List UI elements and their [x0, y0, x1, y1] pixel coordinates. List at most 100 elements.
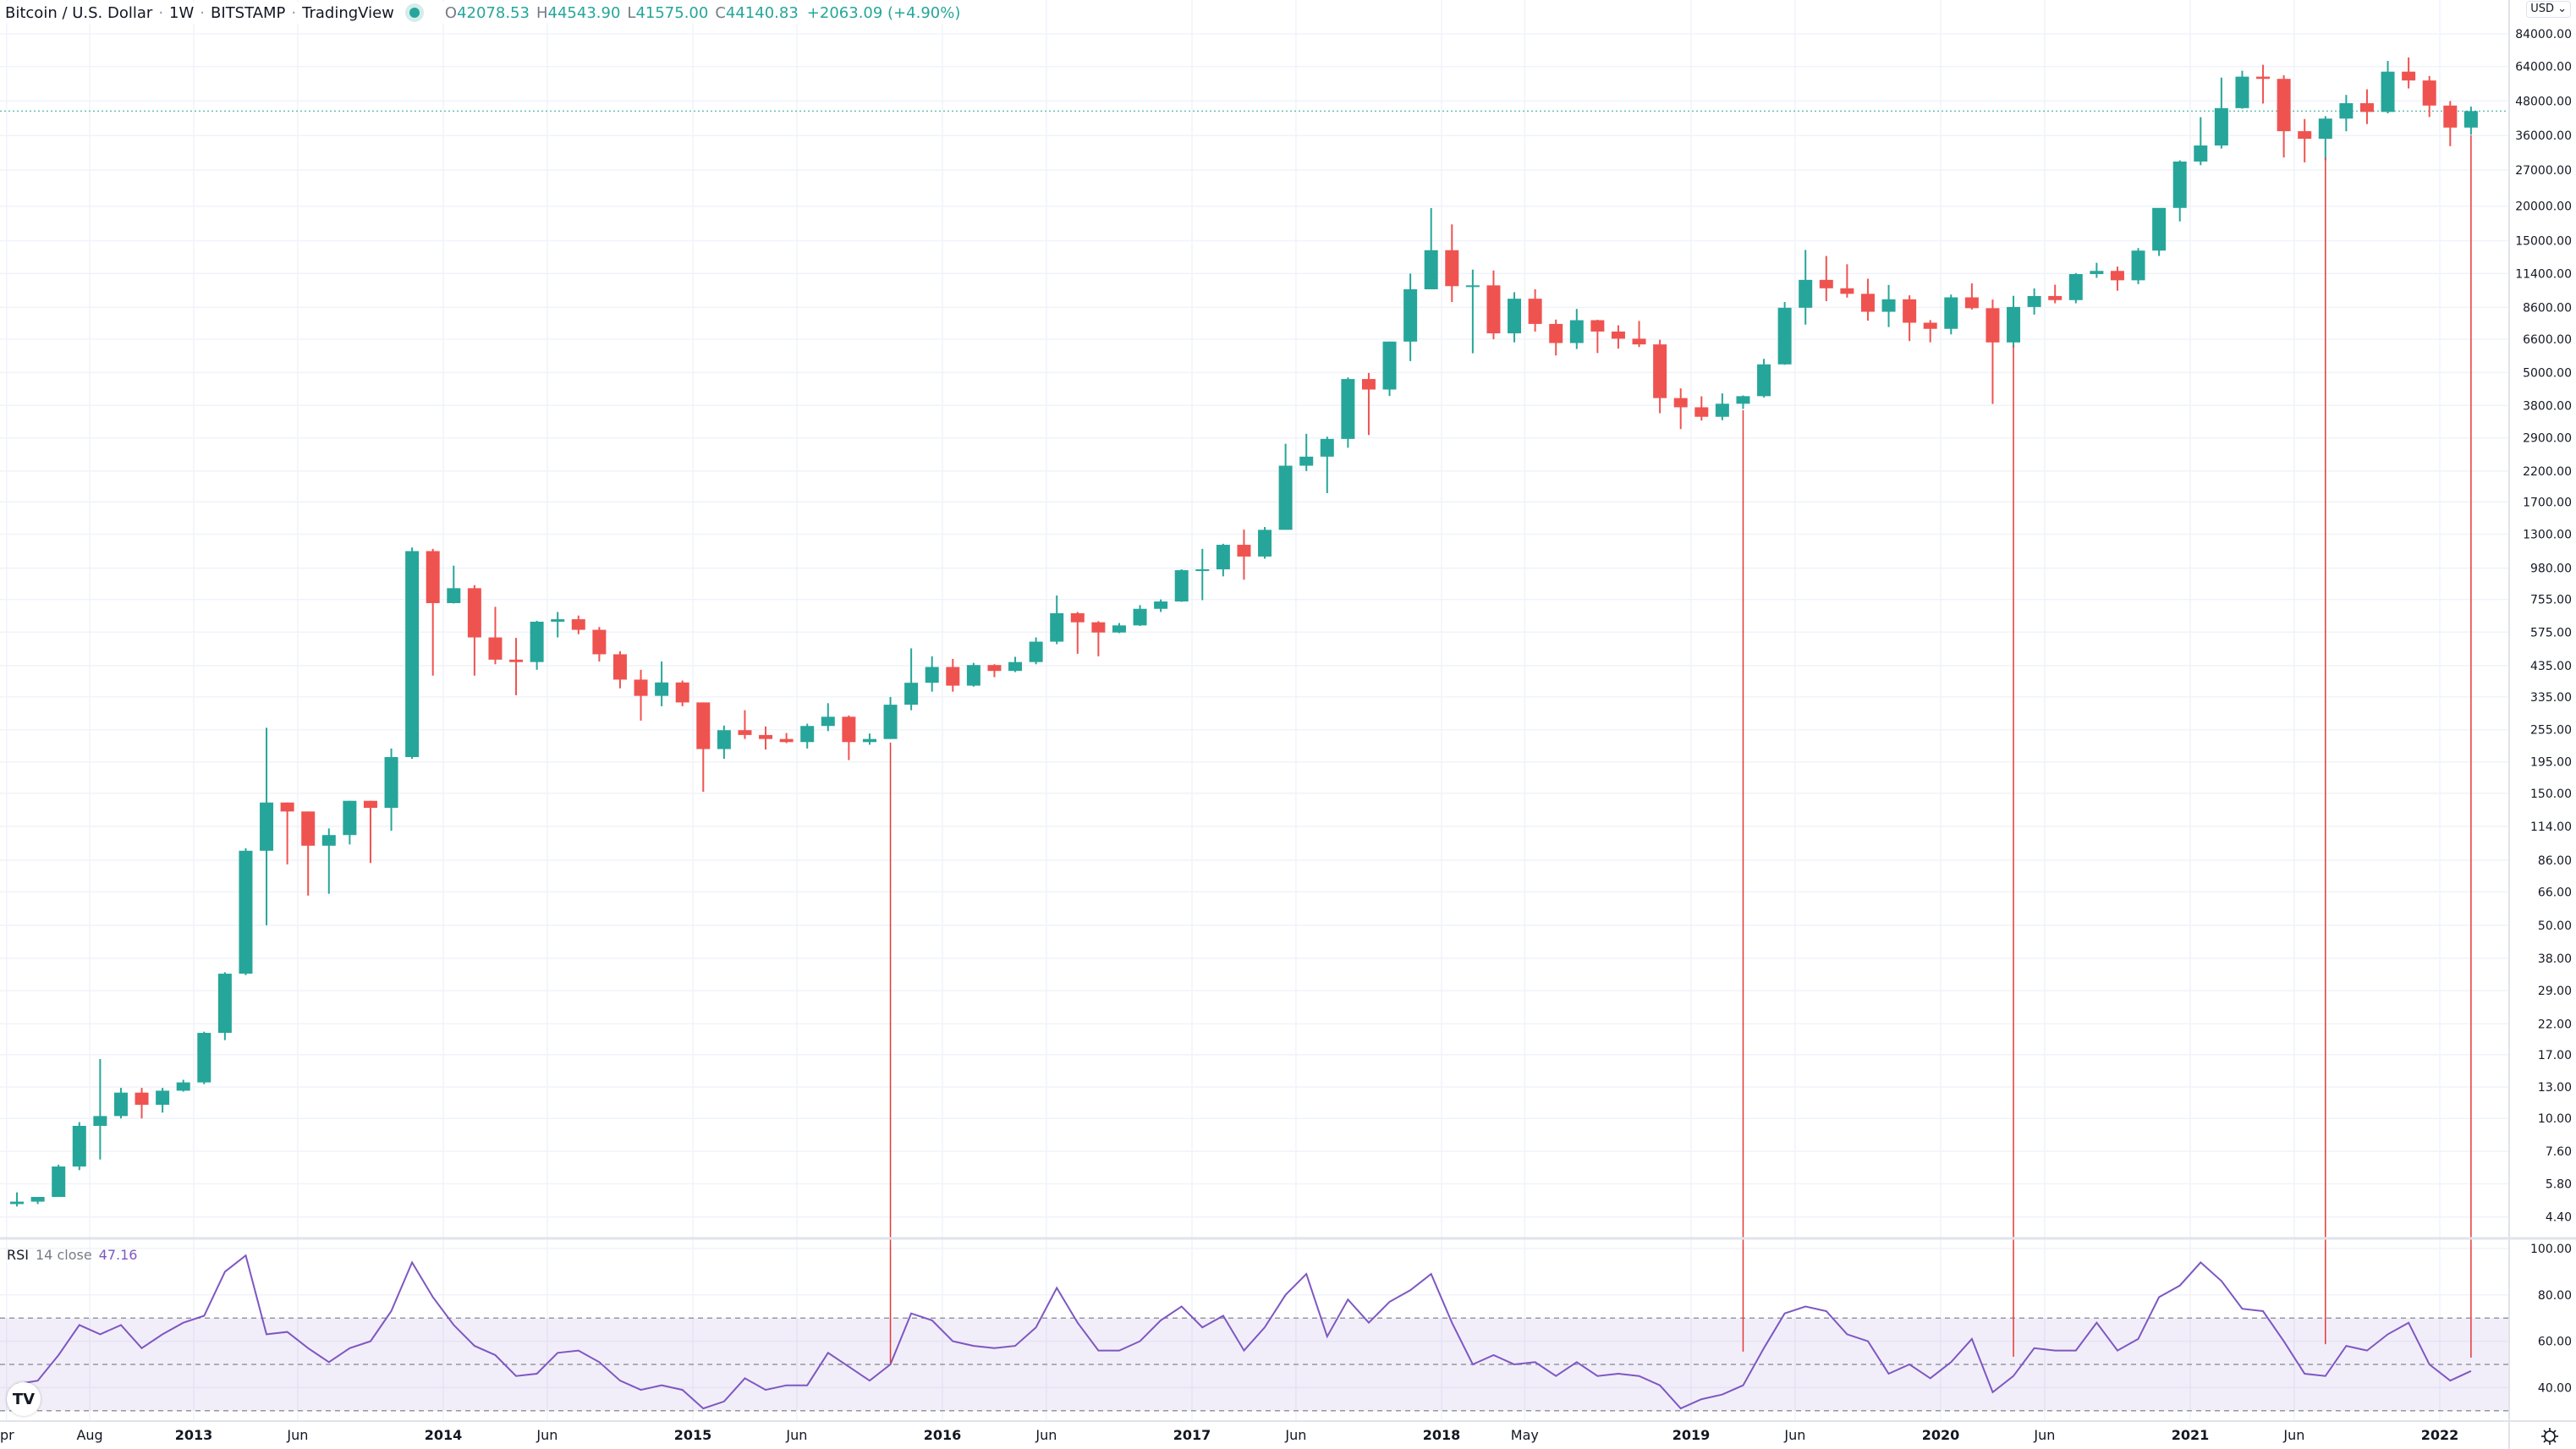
candle: [1403, 273, 1418, 361]
price-tick-label: 1700.00: [2523, 496, 2572, 509]
candle-body: [779, 738, 794, 743]
candle-body: [363, 800, 377, 809]
time-axis[interactable]: pr Aug 2013 Jun 2014 Jun 2015 Jun 2016 Jun 2017 Jun…: [0, 1427, 2458, 1443]
candle-body: [176, 1082, 190, 1091]
data-source: TradingView: [302, 3, 394, 22]
time-tick-label: pr: [0, 1427, 14, 1443]
candle-body: [925, 667, 939, 683]
candle: [2402, 57, 2416, 89]
candle-body: [1986, 308, 2000, 343]
price-tick-label: 84000.00: [2515, 28, 2572, 41]
candle: [10, 1192, 25, 1207]
price-axis[interactable]: 84000.00 64000.00 48000.00 36000.00 27000.00…: [2515, 28, 2572, 1225]
candle-body: [260, 802, 274, 851]
rsi-axis[interactable]: 100.00 80.00 60.00 40.00: [2530, 1243, 2572, 1395]
candle: [447, 565, 461, 604]
candle-body: [2256, 76, 2271, 80]
candle: [321, 828, 336, 894]
candle: [1903, 295, 1917, 342]
candle-body: [2090, 271, 2104, 275]
tradingview-logo[interactable]: TV: [7, 1382, 41, 1416]
candle-body: [1091, 622, 1106, 633]
candle-body: [675, 682, 689, 703]
change-value: +2063.09 (+4.90%): [806, 3, 961, 22]
currency-button[interactable]: USD ⌄: [2526, 1, 2571, 18]
candle-body: [1424, 250, 1438, 289]
candle: [946, 658, 960, 692]
rsi-legend[interactable]: RSI 14 close 47.16: [7, 1247, 144, 1264]
candle: [1133, 605, 1147, 627]
candle: [1382, 341, 1397, 397]
price-tick-label: 11400.00: [2515, 267, 2572, 281]
candle-body: [655, 682, 669, 696]
price-tick-label: 335.00: [2530, 691, 2572, 705]
time-tick-label: Jun: [286, 1427, 308, 1443]
candle: [2110, 266, 2124, 291]
candle: [1715, 393, 1729, 420]
candle: [1008, 656, 1023, 672]
candle: [592, 627, 607, 662]
candle: [1673, 388, 1688, 430]
candle-body: [1944, 297, 1958, 329]
price-tick-label: 980.00: [2530, 563, 2572, 576]
candle-body: [2027, 295, 2041, 307]
candle-body: [2443, 105, 2458, 128]
candle-body: [384, 756, 398, 809]
candle: [1112, 623, 1126, 634]
candle: [280, 802, 294, 864]
candle: [2090, 262, 2104, 278]
interval[interactable]: 1W: [169, 3, 195, 22]
candle: [1549, 319, 1563, 356]
candle: [1486, 270, 1501, 339]
candle-body: [30, 1196, 45, 1202]
candle: [1091, 621, 1106, 656]
time-tick-label: 2016: [924, 1427, 962, 1443]
candle-body: [1174, 570, 1189, 602]
candle: [2007, 295, 2021, 348]
candle-body: [1632, 338, 1646, 345]
candle-body: [1216, 545, 1230, 570]
rsi-params: 14 close: [36, 1247, 92, 1263]
candle-body: [2007, 306, 2021, 343]
candle: [1320, 436, 1334, 493]
candle: [52, 1164, 66, 1197]
symbol-legend[interactable]: Bitcoin / U.S. Dollar · 1W · BITSTAMP · Tra…: [5, 2, 961, 24]
candle-body: [343, 800, 357, 836]
symbol-name[interactable]: Bitcoin / U.S. Dollar: [5, 3, 153, 22]
price-tick-label: 755.00: [2530, 594, 2572, 607]
candle-body: [321, 835, 336, 846]
candle-body: [509, 659, 524, 662]
time-tick-label: Jun: [785, 1427, 807, 1443]
gear-icon[interactable]: [2540, 1426, 2560, 1446]
candle: [1216, 543, 1230, 577]
candle: [1237, 530, 1251, 580]
candle: [966, 662, 980, 687]
time-tick-label: Jun: [1783, 1427, 1805, 1443]
price-tick-label: 38.00: [2538, 952, 2572, 966]
candle-body: [1299, 456, 1314, 466]
rsi-band-fill: [0, 1318, 2509, 1411]
time-tick-label: May: [1511, 1427, 1539, 1443]
candle: [2214, 77, 2228, 149]
open-label: O: [444, 3, 458, 22]
candle-body: [551, 619, 565, 622]
price-tick-label: 29.00: [2538, 985, 2572, 998]
candle: [2172, 160, 2187, 222]
price-tick-label: 13.00: [2538, 1081, 2572, 1095]
candle: [467, 585, 481, 676]
candle: [1611, 325, 1625, 349]
candle-body: [1361, 379, 1376, 390]
candle: [612, 650, 627, 689]
candle: [738, 710, 752, 739]
drawings[interactable]: [889, 135, 2472, 1364]
candle: [862, 733, 876, 745]
market-status-icon: [409, 8, 420, 18]
candle: [72, 1122, 86, 1171]
time-tick-label: Jun: [536, 1427, 557, 1443]
candle: [904, 648, 919, 711]
candle-body: [447, 588, 461, 604]
candle: [363, 800, 377, 864]
candle: [1840, 264, 1854, 298]
candle: [2381, 61, 2395, 114]
